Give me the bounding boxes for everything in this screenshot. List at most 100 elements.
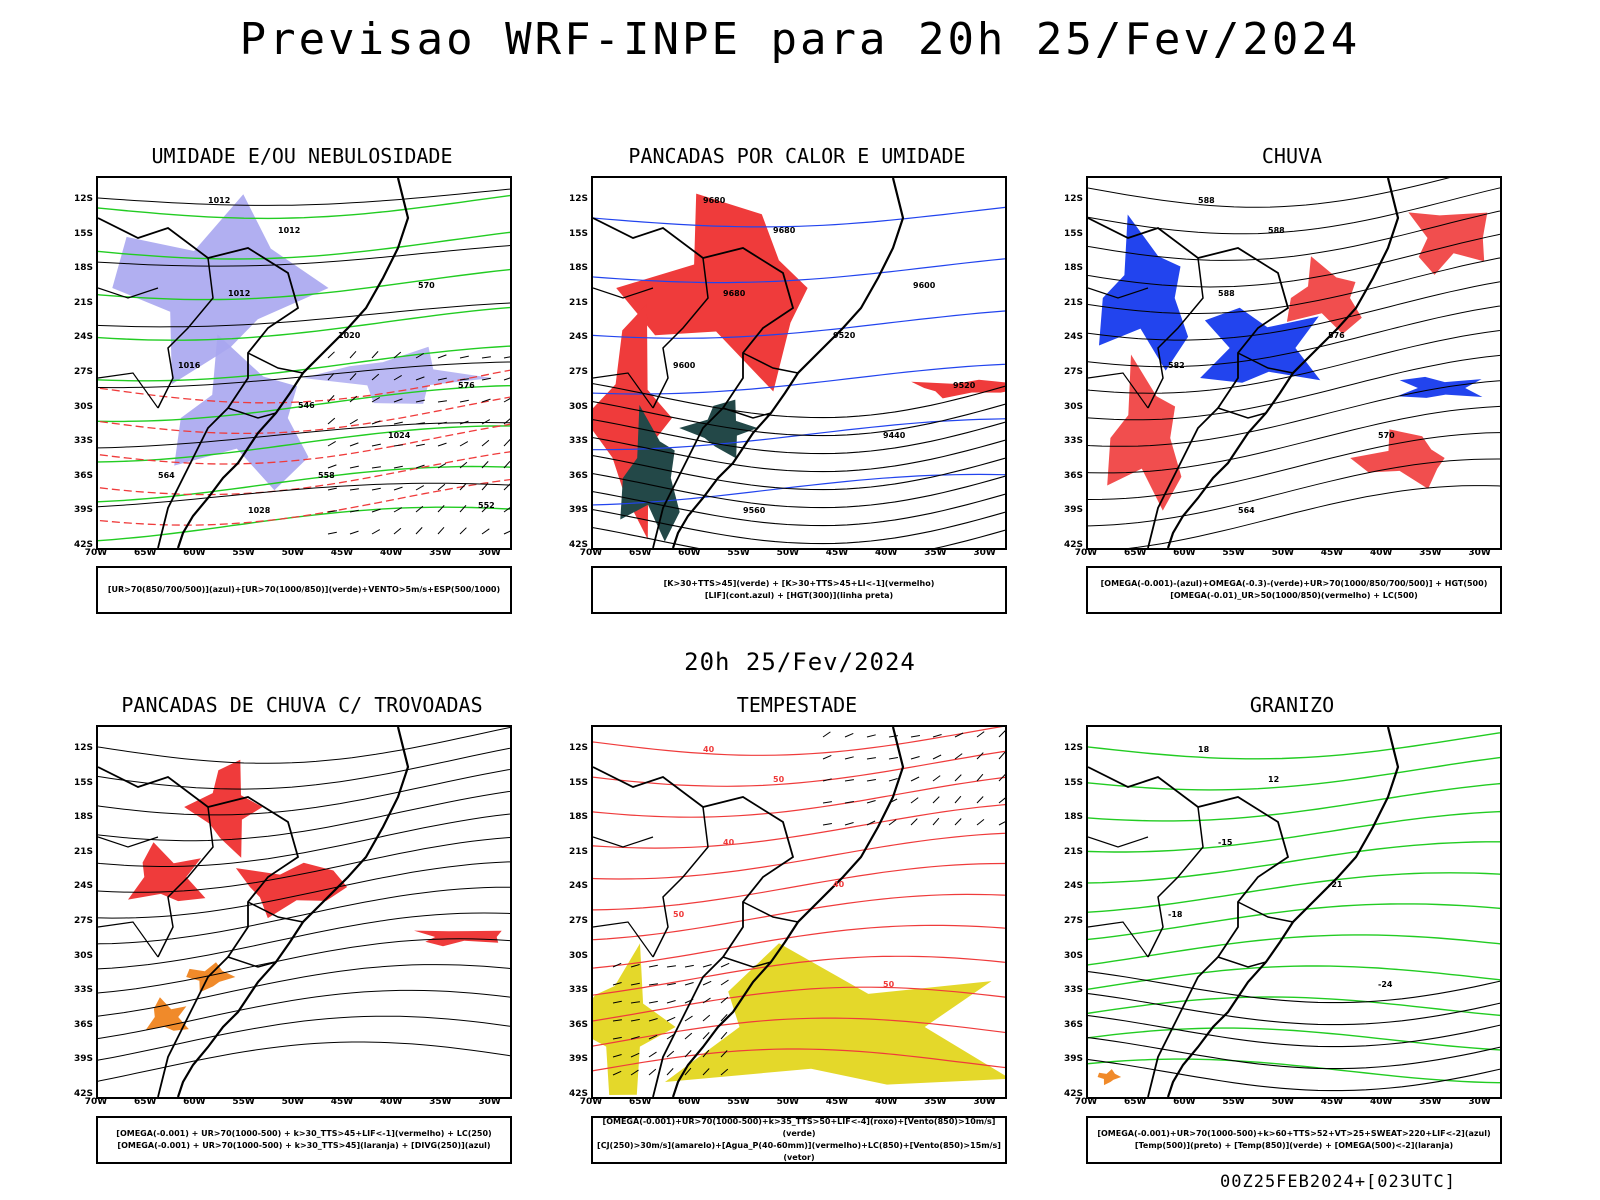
wind-vector	[648, 1018, 658, 1022]
pressure-isobar	[98, 245, 510, 267]
temp500-contour	[1088, 1014, 1500, 1048]
legend-line: [LIF](cont.azul) + [HGT(300)](linha pret…	[704, 591, 894, 600]
state-border	[593, 287, 654, 409]
wind-vector	[371, 420, 381, 425]
wind-vector	[327, 440, 336, 447]
panel-title: PANCADAS POR CALOR E UMIDADE	[628, 144, 966, 168]
wind-vector	[910, 797, 919, 804]
wind-vector	[481, 482, 489, 491]
pressure-isobar	[98, 482, 510, 508]
wind-vector	[684, 964, 694, 968]
legend-line: [OMEGA(-0.001)+UR>70(1000-500)+k>35_TTS>…	[602, 1117, 996, 1138]
streamline	[98, 768, 510, 816]
wind-vector	[612, 1036, 622, 1040]
contour-label: 1024	[388, 431, 411, 440]
wind-vector	[437, 526, 445, 535]
wind-vector	[459, 504, 467, 513]
wind-vector	[866, 734, 876, 738]
thickness-contour-red	[98, 451, 510, 496]
wind-vector	[702, 1068, 710, 1076]
longitude-label: 45W	[825, 1097, 849, 1107]
wind-vector	[720, 1014, 728, 1022]
wind-vector	[998, 821, 1005, 826]
wind-vector	[822, 778, 832, 782]
wind-vector	[503, 483, 510, 491]
longitude-label: 30W	[1468, 1097, 1491, 1107]
latitude-label: 33S	[1063, 436, 1083, 447]
wind-vector	[459, 527, 467, 535]
omega-area-blue	[1200, 307, 1321, 383]
wind-vector	[349, 509, 359, 513]
contour-label: 9680	[703, 196, 726, 205]
contour-label: 564	[158, 471, 175, 480]
contour-label: -24	[1378, 980, 1393, 989]
streamline	[98, 861, 510, 919]
wind-vector	[910, 776, 920, 782]
latitude-label: 15S	[568, 228, 588, 239]
longitude-label: 45W	[1320, 548, 1344, 558]
latitude-label: 12S	[1063, 743, 1083, 753]
hgt300-contour	[593, 455, 1005, 491]
omega-area-orange	[1097, 1069, 1122, 1086]
streamline	[98, 912, 510, 970]
humidity-contour-green	[98, 465, 510, 503]
latitude-label: 30S	[1063, 950, 1083, 961]
state-border	[1088, 287, 1149, 409]
wind-vector	[666, 982, 676, 986]
panel-legend: [OMEGA(-0.001) + UR>70(1000-500) + k>30_…	[96, 1116, 512, 1164]
precip-water-contour	[593, 727, 1004, 756]
latitude-label: 24S	[1063, 881, 1083, 892]
longitude-label: 50W	[776, 548, 800, 558]
latitude-label: 27S	[73, 367, 93, 377]
wind-vector	[702, 997, 711, 1004]
longitude-label: 65W	[628, 548, 652, 558]
wind-vector	[976, 731, 985, 738]
thickness-contour-red	[98, 396, 510, 435]
latitude-label: 21S	[568, 297, 588, 308]
thunderstorm-area-red	[184, 759, 263, 858]
wind-vector	[349, 418, 358, 425]
wind-vector	[437, 421, 447, 425]
wind-vector	[349, 465, 359, 469]
pressure-isobar	[98, 421, 510, 449]
temp850-contour	[1088, 996, 1500, 1017]
legend-line: [OMEGA(-0.001) + UR>70(1000-500) + k>30_…	[116, 1129, 492, 1138]
wind-vector	[481, 419, 491, 425]
wind-vector	[349, 373, 357, 381]
longitude-label: 35W	[924, 1097, 947, 1107]
latitude-label: 30S	[1063, 401, 1083, 412]
streamline	[98, 836, 510, 893]
streamline	[98, 989, 510, 1040]
wind-vector	[437, 377, 447, 381]
thickness-contour-red	[98, 369, 510, 404]
wind-vector	[954, 732, 964, 738]
latitude-label: 33S	[568, 985, 588, 996]
wind-vector	[612, 982, 622, 986]
precip-water-contour	[593, 1048, 1005, 1072]
wind-vector	[844, 779, 854, 782]
precip-water-contour	[593, 955, 1005, 996]
wind-vector	[415, 422, 425, 425]
latitude-label: 36S	[73, 1019, 93, 1030]
longitude-label: 60W	[678, 548, 701, 558]
forecast-map: 1012 1012 1012 1016 1020 1024 1028 576 570 564 558…	[96, 176, 512, 550]
wind-vector	[888, 735, 898, 738]
instability-area-teal	[620, 404, 680, 542]
wind-vector	[393, 374, 402, 381]
wind-vector	[888, 757, 898, 760]
longitude-label: 50W	[776, 1097, 800, 1107]
wind-vector	[371, 373, 380, 381]
latitude-label: 36S	[73, 470, 93, 481]
wind-vector	[888, 819, 897, 826]
contour-label: 9600	[913, 281, 936, 290]
rain-area-red	[1408, 212, 1488, 275]
latitude-label: 15S	[73, 777, 93, 788]
wind-vector	[349, 350, 357, 359]
latitude-label: 36S	[568, 1019, 588, 1030]
panel-title: TEMPESTADE	[736, 693, 858, 717]
wind-vector	[630, 1036, 640, 1040]
panel-title: CHUVA	[1261, 144, 1323, 168]
contour-label: 50	[883, 980, 895, 989]
longitude-label: 65W	[1123, 548, 1147, 558]
contour-label: 18	[1198, 745, 1210, 754]
